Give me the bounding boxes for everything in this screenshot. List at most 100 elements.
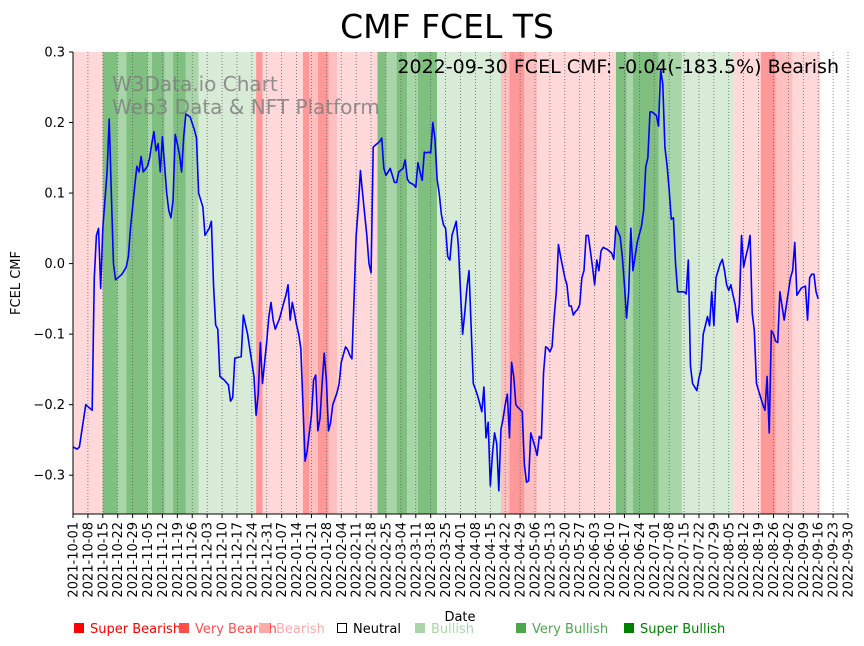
chart-title: CMF FCEL TS	[340, 7, 554, 46]
x-tick-label: 2021-11-12	[156, 522, 171, 598]
x-tick-label: 2021-12-10	[216, 522, 231, 598]
regime-band-bearish	[262, 52, 303, 514]
y-tick-label: 0.1	[44, 187, 65, 202]
regime-band-super-bullish	[173, 52, 186, 514]
x-ticks: 2021-10-01 2021-10-08 2021-10-15 2021-10-22…	[67, 514, 857, 598]
regime-band-super-bullish	[632, 52, 659, 514]
x-tick-label: 2022-07-22	[692, 522, 707, 598]
y-tick-label: −0.3	[33, 469, 65, 484]
x-tick-label: 2022-04-15	[484, 522, 499, 598]
x-tick-label: 2022-08-12	[737, 522, 752, 598]
x-tick-label: 2022-07-01	[648, 522, 663, 598]
x-tick-label: 2022-01-14	[290, 522, 305, 598]
x-tick-label: 2022-01-28	[320, 522, 335, 598]
legend-label-neutral: Neutral	[353, 622, 401, 637]
x-tick-label: 2022-03-18	[424, 522, 439, 598]
legend-swatch-super-bearish	[74, 623, 84, 633]
regime-band-super-bearish	[509, 52, 525, 514]
legend-label-very-bearish: Very Bearish	[195, 622, 277, 637]
x-tick-label: 2022-03-25	[439, 522, 454, 598]
legend-label-super-bearish: Super Bearish	[90, 622, 181, 637]
cmf-series-line	[72, 68, 819, 492]
legend-label-bullish: Bullish	[431, 622, 474, 637]
legend-label-super-bullish: Super Bullish	[640, 622, 725, 637]
x-tick-label: 2021-10-22	[111, 522, 126, 598]
legend-swatch-bullish	[415, 623, 425, 633]
x-tick-label: 2022-06-17	[618, 522, 633, 598]
regime-band-super-bullish	[126, 52, 148, 514]
x-tick-label: 2021-11-19	[171, 522, 186, 598]
legend-swatch-neutral	[337, 623, 347, 633]
legend-swatch-bearish	[260, 623, 270, 633]
regime-band-bullish	[681, 52, 734, 514]
latest-value-annotation: 2022-09-30 FCEL CMF: -0.04(-183.5%) Bear…	[397, 56, 839, 78]
legend-swatch-very-bearish	[179, 623, 189, 633]
x-tick-label: 2022-03-11	[409, 522, 424, 598]
x-tick-label: 2022-02-25	[379, 522, 394, 598]
regime-band-very-bullish	[117, 52, 127, 514]
x-tick-label: 2022-09-02	[782, 522, 797, 598]
x-tick-label: 2021-10-08	[81, 522, 96, 598]
x-tick-label: 2022-09-16	[812, 522, 827, 598]
regime-band-very-bullish	[164, 52, 174, 514]
regime-band-super-bullish	[102, 52, 118, 514]
x-tick-label: 2022-06-10	[603, 522, 618, 598]
x-tick-label: 2022-09-09	[797, 522, 812, 598]
x-tick-label: 2022-03-04	[394, 522, 409, 598]
regime-band-very-bullish	[385, 52, 397, 514]
x-tick-label: 2022-04-08	[469, 522, 484, 598]
x-tick-label: 2021-12-24	[245, 522, 260, 598]
regime-band-super-bullish	[396, 52, 408, 514]
regime-band-bullish	[198, 52, 257, 514]
y-tick-label: 0.2	[44, 116, 65, 131]
regime-band-super-bullish	[615, 52, 627, 514]
x-tick-label: 2022-05-13	[543, 522, 558, 598]
y-tick-label: 0.3	[44, 46, 65, 61]
x-tick-label: 2022-04-29	[514, 522, 529, 598]
x-tick-label: 2021-11-05	[141, 522, 156, 598]
y-ticks: −0.3 −0.2 −0.1 0.0 0.1 0.2 0.3	[33, 46, 73, 484]
x-tick-label: 2022-01-21	[305, 522, 320, 598]
x-tick-label: 2022-04-01	[454, 522, 469, 598]
y-tick-label: 0.0	[44, 257, 65, 272]
x-tick-label: 2022-07-08	[663, 522, 678, 598]
x-tick-label: 2021-12-03	[201, 522, 216, 598]
x-tick-label: 2022-01-07	[275, 522, 290, 598]
x-tick-label: 2022-07-29	[707, 522, 722, 598]
x-tick-label: 2022-06-03	[588, 522, 603, 598]
regime-band-bearish	[337, 52, 378, 514]
regime-band-super-bullish	[151, 52, 165, 514]
x-tick-label: 2022-04-22	[499, 522, 514, 598]
x-tick-label: 2022-05-27	[573, 522, 588, 598]
x-tick-label: 2022-05-06	[529, 522, 544, 598]
x-tick-label: 2021-10-29	[126, 522, 141, 598]
x-tick-label: 2022-09-30	[842, 522, 857, 598]
x-tick-label: 2021-12-31	[260, 522, 275, 598]
x-axis-label: Date	[444, 610, 475, 625]
x-tick-label: 2022-05-20	[558, 522, 573, 598]
regime-band-super-bullish	[417, 52, 438, 514]
regime-band-super-bearish	[760, 52, 776, 514]
regime-band-very-bearish	[309, 52, 318, 514]
x-tick-label: 2022-02-04	[335, 522, 350, 598]
legend: Super Bearish Very Bearish Bearish Neutral B…	[74, 622, 725, 637]
regime-band-very-bearish	[775, 52, 793, 514]
x-tick-label: 2022-09-23	[827, 522, 842, 598]
x-tick-label: 2022-08-26	[767, 522, 782, 598]
legend-swatch-super-bullish	[624, 623, 634, 633]
x-tick-label: 2022-02-11	[350, 522, 365, 598]
x-tick-label: 2021-10-01	[67, 522, 82, 598]
x-tick-label: 2021-10-15	[96, 522, 111, 598]
watermark-line-2: Web3 Data & NFT Platform	[112, 95, 380, 119]
y-tick-label: −0.1	[33, 328, 65, 343]
regime-band-very-bearish	[328, 52, 338, 514]
y-axis-label: FCEL CMF	[9, 251, 24, 315]
x-tick-label: 2022-07-15	[678, 522, 693, 598]
regime-band-super-bearish	[302, 52, 310, 514]
regime-band-bearish	[537, 52, 616, 514]
x-tick-label: 2022-06-24	[633, 522, 648, 598]
x-tick-label: 2022-02-18	[365, 522, 380, 598]
regime-band-very-bullish	[147, 52, 152, 514]
x-tick-label: 2022-08-05	[722, 522, 737, 598]
